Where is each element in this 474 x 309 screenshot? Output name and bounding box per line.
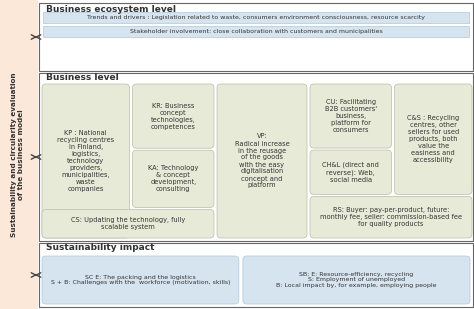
FancyBboxPatch shape	[243, 256, 470, 304]
Text: KR: Business
concept
technologies,
competences: KR: Business concept technologies, compe…	[151, 103, 196, 129]
Text: Business level: Business level	[46, 74, 119, 83]
Text: RS: Buyer: pay-per-product, future:
monthly fee, seller: commission-based fee
fo: RS: Buyer: pay-per-product, future: mont…	[320, 207, 462, 227]
Text: CU: Facilitating
B2B customers'
business,
platform for
consumers: CU: Facilitating B2B customers' business…	[325, 99, 377, 133]
Text: Sustainability impact: Sustainability impact	[46, 243, 155, 252]
Text: Business ecosystem level: Business ecosystem level	[46, 5, 176, 14]
FancyBboxPatch shape	[394, 84, 472, 194]
Bar	[43, 26, 469, 37]
FancyBboxPatch shape	[42, 210, 214, 238]
Bar	[0, 0, 38, 309]
Text: KA: Technology
& concept
development,
consulting: KA: Technology & concept development, co…	[148, 165, 199, 193]
Text: Stakeholder involvement: close collaboration with customers and municipalities: Stakeholder involvement: close collabora…	[129, 29, 383, 34]
Text: C&S : Recycling
centres, other
sellers for used
products, both
value the
easines: C&S : Recycling centres, other sellers f…	[407, 115, 459, 163]
Bar	[43, 12, 469, 23]
Text: CH&L (direct and
reverse): Web,
social media: CH&L (direct and reverse): Web, social m…	[322, 162, 379, 183]
Text: VP:
Radical increase
in the reusage
of the goods
with the easy
digitalisation
co: VP: Radical increase in the reusage of t…	[235, 133, 289, 188]
Text: CS: Updating the technology, fully
scalable system: CS: Updating the technology, fully scala…	[71, 217, 185, 230]
FancyBboxPatch shape	[133, 84, 214, 148]
Bar	[39, 3, 473, 71]
FancyBboxPatch shape	[42, 84, 129, 238]
Text: Trends and drivers : Legislation related to waste, consumers environment conscio: Trends and drivers : Legislation related…	[87, 15, 425, 20]
FancyBboxPatch shape	[42, 256, 239, 304]
Bar	[39, 243, 473, 307]
FancyBboxPatch shape	[310, 150, 392, 194]
FancyBboxPatch shape	[133, 150, 214, 208]
FancyBboxPatch shape	[310, 197, 472, 238]
Text: KP : National
recycling centres
in Finland,
logistics,
technology
providers,
mun: KP : National recycling centres in Finla…	[57, 130, 114, 192]
Text: SB: E: Resource-efficiency, recycling
S: Employment of unemployed
B: Local impac: SB: E: Resource-efficiency, recycling S:…	[276, 272, 437, 288]
FancyBboxPatch shape	[310, 84, 392, 148]
Bar	[39, 73, 473, 241]
Text: SC E: The packing and the logistics
S + B: Challenges with the  workforce (motiv: SC E: The packing and the logistics S + …	[51, 275, 230, 286]
FancyBboxPatch shape	[217, 84, 307, 238]
Text: Sustainability and circularity evaluation
of the business model: Sustainability and circularity evaluatio…	[10, 72, 24, 237]
